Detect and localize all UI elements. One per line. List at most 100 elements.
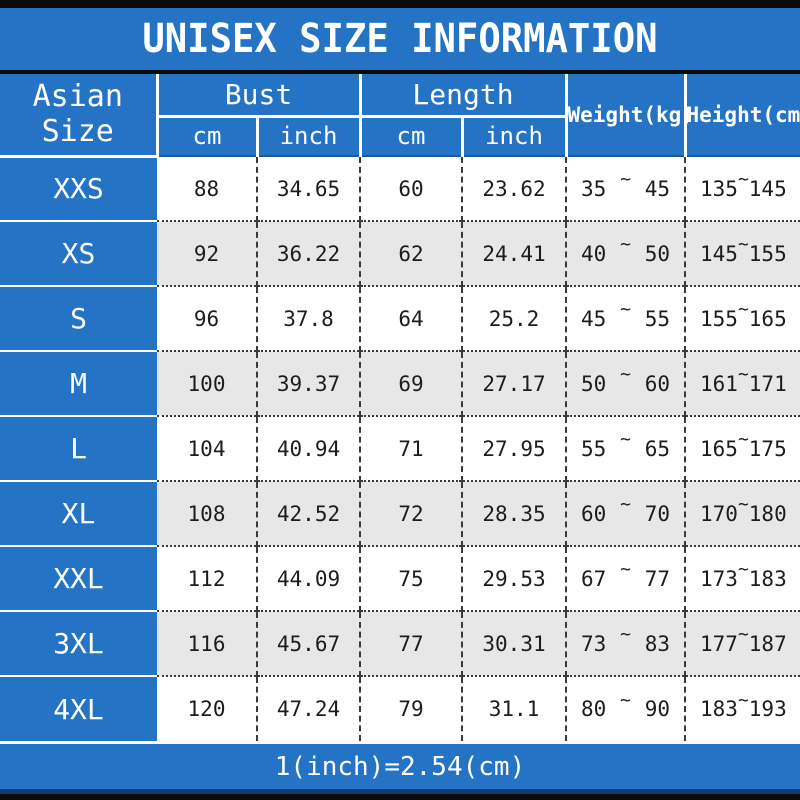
height-max: 187: [748, 631, 787, 656]
tilde-separator: ~: [737, 559, 749, 580]
bust-inch-cell: 42.52: [256, 481, 360, 547]
length-cm-cell: 60: [359, 156, 462, 222]
weight-max: 60: [644, 371, 670, 396]
weight-max: 45: [644, 176, 670, 201]
table-row: S 96 37.8 64 25.2 45 ~55 155 ~165: [0, 286, 800, 352]
height-min: 155: [700, 306, 738, 331]
height-max: 171: [748, 371, 787, 396]
tilde-separator: ~: [737, 429, 749, 450]
tilde-separator: ~: [737, 689, 749, 711]
weight-cell: 35 ~45: [565, 156, 685, 222]
conversion-note: 1(inch)=2.54(cm): [0, 744, 800, 792]
header-units-row: cm inch cm inch: [0, 116, 800, 157]
height-cell: 145 ~155: [684, 221, 800, 287]
weight-max: 55: [644, 306, 670, 331]
top-black-bar: [0, 0, 800, 8]
weight-cell: 55 ~65: [565, 416, 685, 482]
table-row: 4XL 120 47.24 79 31.1 80 ~90 183 ~193: [0, 676, 800, 741]
weight-min: 45: [581, 306, 607, 331]
table-row: XXS 88 34.65 60 23.62 35 ~45 135 ~145: [0, 156, 800, 222]
height-max: 193: [748, 697, 787, 721]
length-inch-cell: 30.31: [461, 611, 566, 677]
tilde-separator: ~: [620, 364, 631, 385]
height-cell: 161 ~171: [684, 351, 800, 417]
bust-cm-cell: 108: [157, 481, 257, 547]
size-cell: XS: [0, 221, 157, 287]
tilde-separator: ~: [620, 429, 631, 450]
height-cell: 135 ~145: [684, 156, 800, 222]
chart-title: UNISEX SIZE INFORMATION: [0, 8, 800, 74]
height-max: 145: [748, 176, 787, 201]
height-max: 175: [748, 436, 787, 461]
height-max: 165: [748, 306, 787, 331]
size-cell: 4XL: [0, 676, 157, 741]
height-cell: 183 ~193: [684, 676, 800, 741]
table-row: XXL 112 44.09 75 29.53 67 ~77 173 ~183: [0, 546, 800, 612]
height-min: 145: [700, 241, 738, 266]
length-cm-header: cm: [358, 116, 462, 157]
length-inch-cell: 27.17: [461, 351, 566, 417]
length-cm-cell: 64: [359, 286, 462, 352]
tilde-separator: ~: [737, 364, 749, 385]
bust-cm-cell: 92: [157, 221, 257, 287]
bust-cm-cell: 104: [157, 416, 257, 482]
table-row: M 100 39.37 69 27.17 50 ~60 161 ~171: [0, 351, 800, 417]
bottom-black-bar: [0, 792, 800, 800]
length-group-header: Length: [358, 74, 566, 118]
size-table: Asian Size Bust Length Weight(kg) Height…: [0, 74, 800, 741]
bust-inch-cell: 47.24: [256, 676, 360, 741]
table-row: XL 108 42.52 72 28.35 60 ~70 170 ~180: [0, 481, 800, 547]
length-inch-cell: 25.2: [461, 286, 566, 352]
weight-min: 73: [581, 631, 607, 656]
weight-min: 67: [581, 566, 607, 591]
weight-cell: 45 ~55: [565, 286, 685, 352]
height-min: 177: [700, 631, 738, 656]
length-cm-cell: 69: [359, 351, 462, 417]
length-inch-header: inch: [460, 116, 566, 157]
length-inch-cell: 29.53: [461, 546, 566, 612]
size-cell: L: [0, 416, 157, 482]
bust-inch-cell: 44.09: [256, 546, 360, 612]
length-cm-cell: 77: [359, 611, 462, 677]
length-cm-cell: 71: [359, 416, 462, 482]
height-max: 180: [748, 501, 787, 526]
length-inch-cell: 24.41: [461, 221, 566, 287]
weight-cell: 50 ~60: [565, 351, 685, 417]
tilde-separator: ~: [620, 494, 631, 515]
height-min: 165: [700, 436, 738, 461]
bust-inch-header: inch: [255, 116, 360, 157]
tilde-separator: ~: [620, 689, 631, 711]
weight-cell: 60 ~70: [565, 481, 685, 547]
weight-cell: 67 ~77: [565, 546, 685, 612]
size-cell: M: [0, 351, 157, 417]
bust-inch-cell: 36.22: [256, 221, 360, 287]
tilde-separator: ~: [620, 169, 631, 190]
tilde-separator: ~: [620, 234, 631, 255]
height-min: 173: [700, 566, 738, 591]
tilde-separator: ~: [620, 559, 631, 580]
height-header: Height(cm): [683, 74, 800, 157]
table-row: 3XL 116 45.67 77 30.31 73 ~83 177 ~187: [0, 611, 800, 677]
weight-cell: 73 ~83: [565, 611, 685, 677]
bust-inch-cell: 37.8: [256, 286, 360, 352]
length-inch-cell: 31.1: [461, 676, 566, 741]
table-row: XS 92 36.22 62 24.41 40 ~50 145 ~155: [0, 221, 800, 287]
length-cm-cell: 79: [359, 676, 462, 741]
chart-title-text: UNISEX SIZE INFORMATION: [142, 16, 658, 62]
weight-min: 55: [581, 436, 607, 461]
size-cell: XL: [0, 481, 157, 547]
weight-max: 65: [644, 436, 670, 461]
size-cell: XXS: [0, 156, 157, 222]
weight-max: 77: [644, 566, 670, 591]
weight-cell: 80 ~90: [565, 676, 685, 741]
bust-cm-cell: 100: [157, 351, 257, 417]
tilde-separator: ~: [737, 624, 749, 645]
bust-cm-cell: 96: [157, 286, 257, 352]
bust-cm-cell: 120: [157, 676, 257, 741]
height-min: 170: [700, 501, 738, 526]
length-inch-cell: 28.35: [461, 481, 566, 547]
size-cell: 3XL: [0, 611, 157, 677]
tilde-separator: ~: [737, 299, 749, 320]
bust-inch-cell: 34.65: [256, 156, 360, 222]
